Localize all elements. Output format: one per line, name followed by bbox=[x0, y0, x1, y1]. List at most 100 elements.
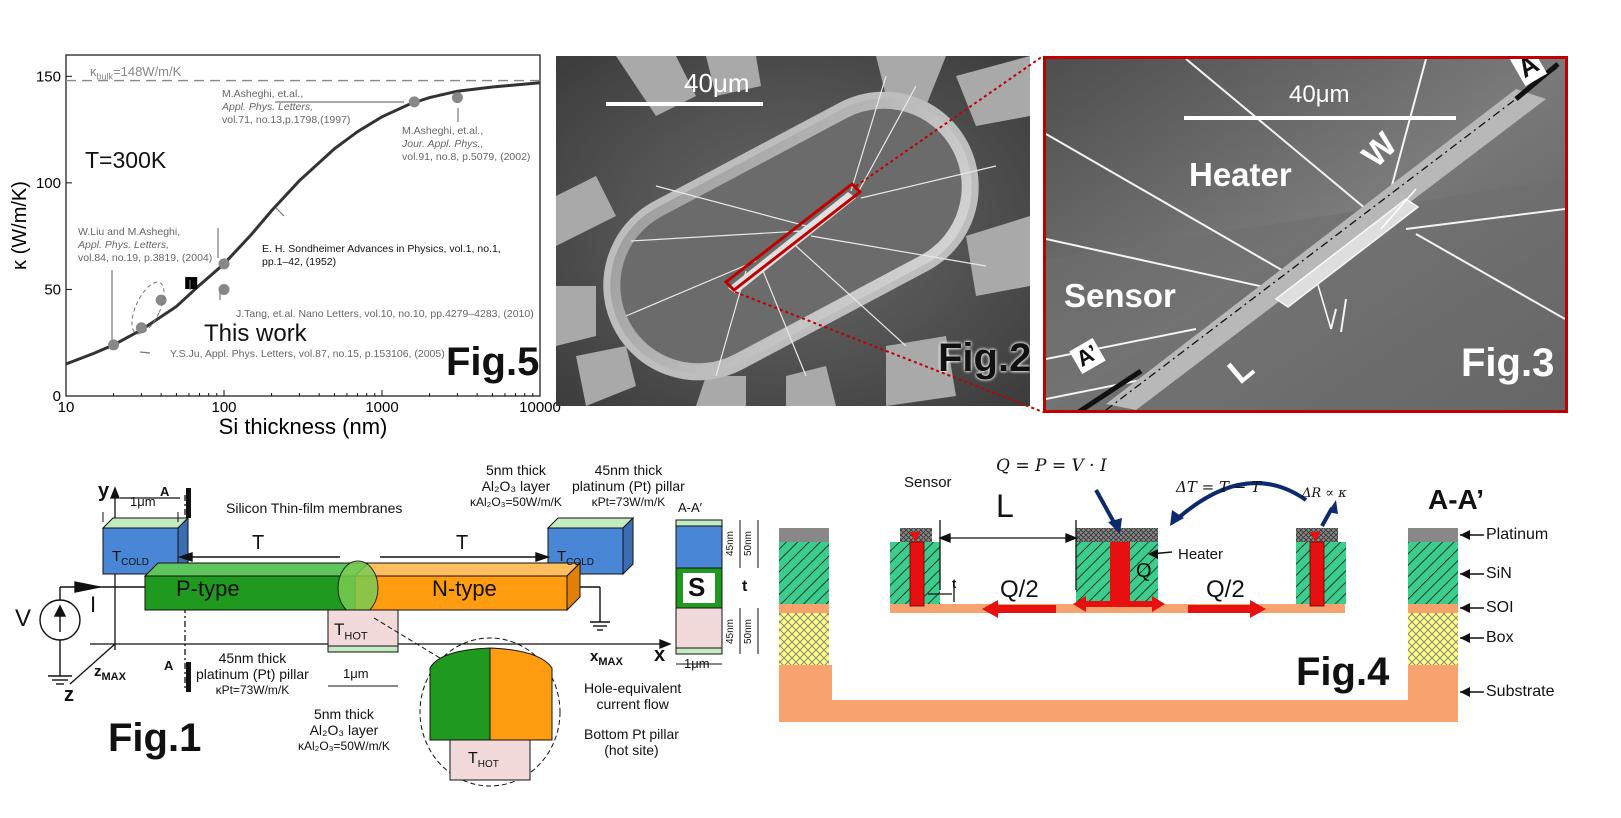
y-tick-label: 100 bbox=[36, 175, 61, 192]
ref-liu-2004: W.Liu and M.Asheghi, Appl. Phys. Letters… bbox=[78, 226, 212, 265]
fig1-1um-bottom: 1μm bbox=[343, 666, 369, 681]
fig1-pt-bottom: 45nm thick platinum (Pt) pillar κPt=73W/… bbox=[196, 650, 309, 698]
fig3-scale-label: 40μm bbox=[1289, 81, 1350, 108]
ref-tang: J.Tang, et.al. Nano Letters, vol.10, no.… bbox=[236, 308, 534, 320]
ref-line: pp.1–42, (1952) bbox=[262, 256, 337, 268]
ref-line: M.Asheghi, et.al., bbox=[402, 125, 484, 137]
fig1-pt-top: 45nm thick platinum (Pt) pillar κPt=73W/… bbox=[572, 462, 685, 510]
text-line: Al₂O₃ layer bbox=[309, 722, 379, 738]
fig4-equation-dt: ΔT = T − T bbox=[1176, 478, 1262, 496]
y-tick-label: 50 bbox=[44, 281, 61, 298]
fig1-zmax-main: z bbox=[94, 663, 102, 680]
fig1-z-axis-label: z bbox=[64, 684, 74, 706]
data-point bbox=[218, 258, 230, 270]
fig1-y-axis-label: y bbox=[98, 480, 110, 502]
t-hot-main: T bbox=[468, 750, 478, 767]
ref-line: Jour. Appl. Phys., bbox=[402, 138, 484, 150]
fig1-t-hot: THOT bbox=[334, 620, 368, 642]
fig4-equation-q: Q = P = V · I bbox=[996, 456, 1107, 476]
kbulk-label: κbulk=148W/m/K bbox=[90, 64, 181, 82]
fig1-s-label: S bbox=[688, 572, 706, 602]
fig5-label: Fig.5 bbox=[446, 340, 540, 384]
text-line: (hot site) bbox=[604, 742, 659, 758]
text-line: 45nm thick bbox=[594, 462, 663, 478]
data-point bbox=[218, 283, 230, 295]
ref-asheghi-1997: M.Asheghi, et.al., Appl. Phys. Letters, … bbox=[222, 88, 350, 127]
fig1-xmax-label: xMAX bbox=[590, 648, 623, 668]
ref-line: M.Asheghi, et.al., bbox=[222, 88, 304, 100]
fig3-drawing bbox=[1046, 59, 1565, 410]
fig1-dim-45-top: 45nm bbox=[725, 530, 737, 557]
fig1-t-right: T bbox=[456, 532, 469, 554]
fig1-xmax-main: x bbox=[590, 648, 599, 665]
ref-sondheimer: E. H. Sondheimer Advances in Physics, vo… bbox=[262, 243, 501, 269]
fig1-aa-label: A-A′ bbox=[678, 500, 703, 515]
ref-line: E. H. Sondheimer Advances in Physics, vo… bbox=[262, 243, 501, 255]
fig1-1um-right: 1μm bbox=[684, 656, 710, 671]
ref-line: Appl. Phys. Letters, bbox=[78, 239, 170, 251]
fig4-cross-section: Q = P = V · I ΔT = T − T ΔR ∝ κ Sensor H… bbox=[776, 450, 1621, 818]
sondheimer-model-line bbox=[65, 81, 541, 366]
text-line: Al₂O₃ layer bbox=[481, 478, 551, 494]
x-tick-label: 10000 bbox=[519, 399, 561, 416]
t-hot-sub: HOT bbox=[344, 630, 368, 643]
fig3-sensor-label: Sensor bbox=[1064, 277, 1176, 314]
fig1-drawing bbox=[39, 486, 759, 787]
fig1-t-cold-right: TCOLD bbox=[557, 548, 594, 568]
data-point bbox=[451, 92, 463, 104]
fig1-a-prime-label: A bbox=[164, 658, 174, 673]
kbulk-prefix: κ bbox=[90, 64, 97, 79]
x-tick-label: 10 bbox=[58, 399, 75, 416]
ref-line: vol.71, no.13,p.1798,(1997) bbox=[222, 114, 351, 126]
this-work-point bbox=[185, 277, 198, 290]
layer-label-soi: SOI bbox=[1486, 599, 1514, 616]
this-work-label: This work bbox=[204, 320, 307, 347]
annotation-leader bbox=[139, 351, 151, 354]
y-tick-label: 150 bbox=[36, 68, 61, 85]
fig1-zmax-sub: MAX bbox=[101, 671, 126, 683]
fig1-hole-flow: Hole-equivalent current flow bbox=[584, 680, 681, 712]
fig5-plot: 10 100 1000 10000 0 50 100 150 Si thickness (nm)… bbox=[9, 54, 561, 439]
text-line: 45nm thick bbox=[218, 650, 287, 666]
text-line: platinum (Pt) pillar bbox=[196, 666, 309, 682]
fig4-sensor-label: Sensor bbox=[904, 474, 952, 491]
kbulk-suffix: =148W/m/K bbox=[113, 64, 182, 79]
fig1-t-hot-detail: THOT bbox=[468, 750, 499, 770]
fig4-q-half-right: Q/2 bbox=[1206, 576, 1245, 603]
ref-asheghi-2002: M.Asheghi, et.al., Jour. Appl. Phys., vo… bbox=[402, 125, 530, 164]
fig1-dim-50-bot: 50nm bbox=[743, 618, 755, 645]
ref-line: vol.84, no.19, p.3819, (2004) bbox=[78, 252, 213, 264]
fig1-1um-top: 1μm bbox=[130, 494, 156, 509]
fig4-label: Fig.4 bbox=[1296, 650, 1390, 694]
text-line: κPt=73W/m/K bbox=[215, 683, 290, 697]
plot-frame bbox=[65, 54, 541, 397]
fig1-t-thickness: t bbox=[742, 578, 748, 595]
text-line: κAl₂O₃=50W/m/K bbox=[298, 739, 390, 753]
x-tick-label: 1000 bbox=[365, 399, 398, 416]
fig2-sem-image: 40μm Fig.2 bbox=[556, 56, 1030, 406]
fig1-zmax-label: zMAX bbox=[94, 663, 126, 683]
ref-line: Appl. Phys. Letters, bbox=[222, 101, 314, 113]
text-line: current flow bbox=[596, 696, 669, 712]
fig1-dim-50-top: 50nm bbox=[743, 530, 755, 557]
y-axis-label: κ (W/m/K) bbox=[9, 181, 31, 270]
fig4-drawing bbox=[779, 481, 1484, 722]
x-tick-label: 100 bbox=[211, 399, 236, 416]
text-line: Bottom Pt pillar bbox=[584, 726, 679, 742]
fig4-heater-label: Heater bbox=[1178, 546, 1224, 563]
layer-label-box: Box bbox=[1486, 629, 1514, 646]
text-line: κAl₂O₃=50W/m/K bbox=[470, 495, 562, 509]
text-line: κPt=73W/m/K bbox=[591, 495, 666, 509]
x-axis-label: Si thickness (nm) bbox=[219, 414, 388, 439]
layer-label-platinum: Platinum bbox=[1486, 526, 1549, 543]
fig1-schematic: y x z V I xMAX zMAX 1μm 1μm 1μm A A T T … bbox=[0, 450, 770, 818]
fig5-temperature: T=300K bbox=[85, 147, 167, 173]
text-line: 5nm thick bbox=[313, 706, 374, 722]
fig4-aa-label: A-A’ bbox=[1428, 484, 1484, 515]
fig4-t-label: t bbox=[952, 576, 957, 591]
annotation-leader bbox=[275, 207, 285, 217]
fig1-p-type: P-type bbox=[176, 576, 240, 601]
fig1-al2o3-top: 5nm thick Al₂O₃ layer κAl₂O₃=50W/m/K bbox=[470, 462, 562, 510]
fig4-q-label: Q bbox=[1136, 560, 1152, 582]
y-tick-label: 0 bbox=[53, 388, 61, 405]
